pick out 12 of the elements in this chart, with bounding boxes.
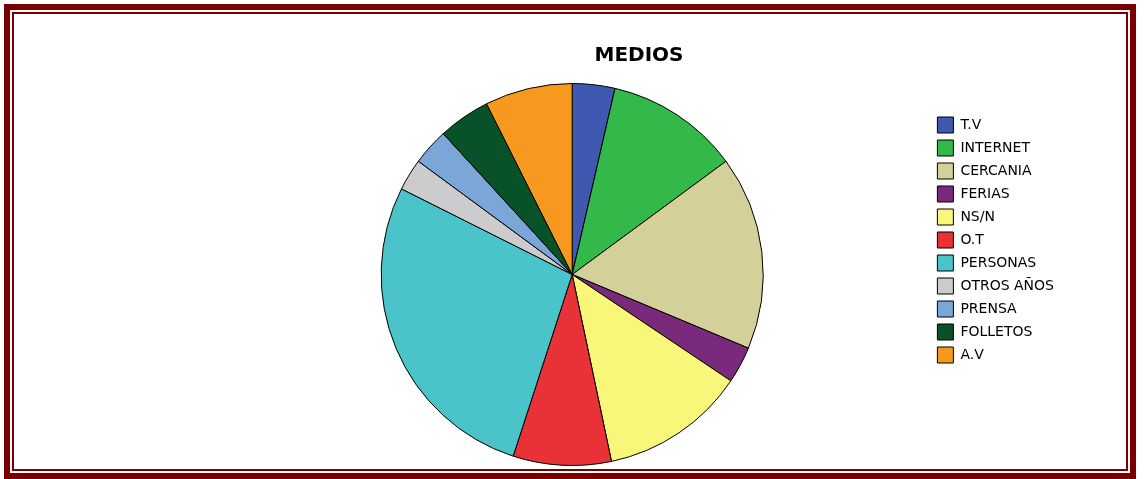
legend-label: A.V (960, 345, 985, 362)
legend-label: T.V (959, 115, 982, 132)
legend-label: PERSONAS (960, 253, 1037, 270)
legend-label: INTERNET (960, 138, 1031, 155)
chart-title: MEDIOS (594, 42, 684, 67)
legend-label: O.T (960, 230, 985, 247)
legend-label: CERCANIA (960, 161, 1032, 178)
legend-label: PRENSA (960, 299, 1018, 316)
legend-label: NS/N (960, 207, 995, 224)
legend-label: FERIAS (960, 184, 1010, 201)
legend-label: FOLLETOS (960, 322, 1033, 339)
legend-label: OTROS AÑOS (960, 276, 1055, 293)
